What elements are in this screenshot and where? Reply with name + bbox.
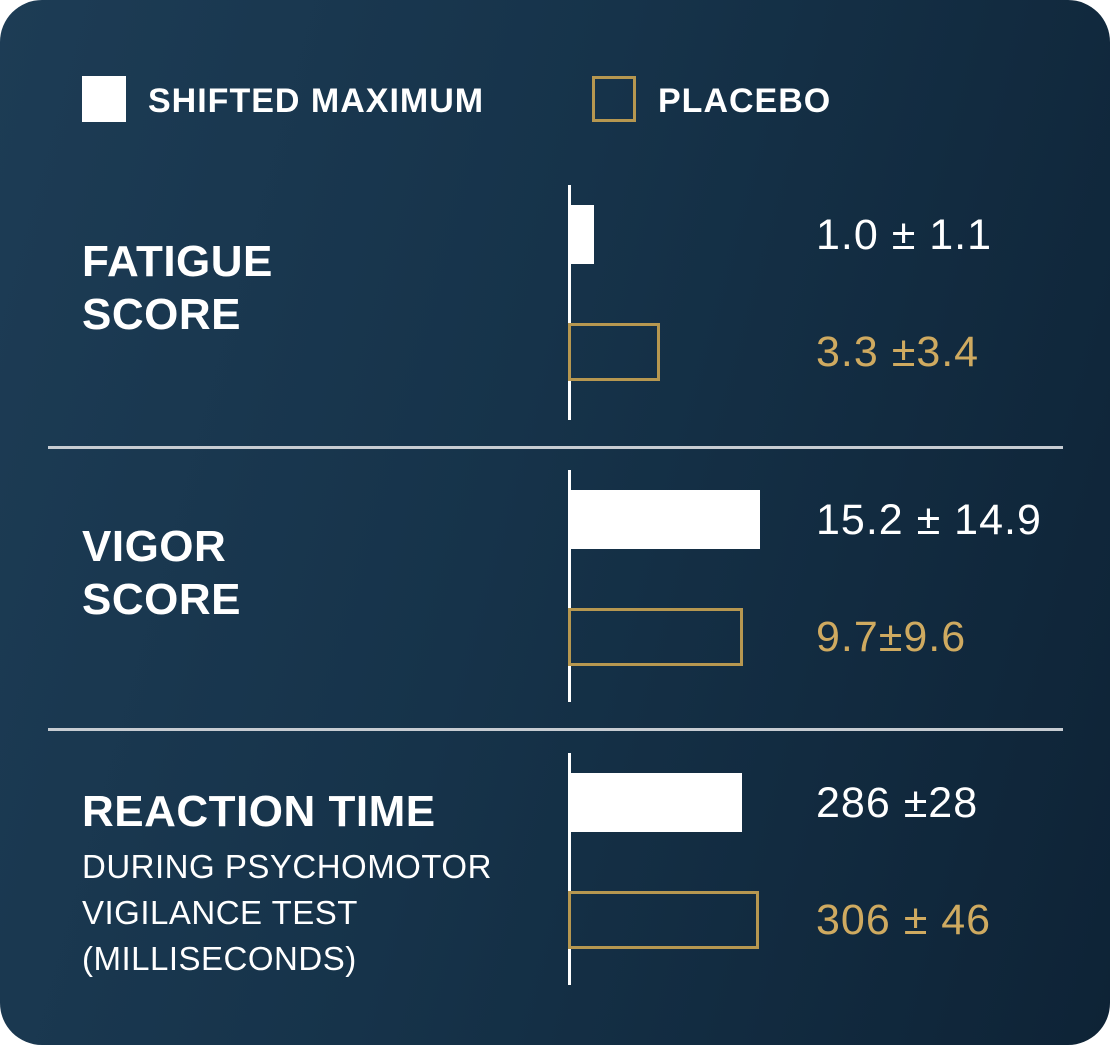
axis-line bbox=[568, 185, 571, 420]
value-shifted-maximum: 286 ±28 bbox=[816, 779, 979, 827]
bar-placebo bbox=[568, 323, 660, 381]
axis-line bbox=[568, 470, 571, 702]
metric-title-line1: VIGOR bbox=[82, 522, 227, 571]
bar-shifted-maximum bbox=[571, 490, 760, 549]
value-shifted-maximum: 15.2 ± 14.9 bbox=[816, 496, 1042, 544]
metric-title-vigor-score: VIGOR SCORE bbox=[82, 520, 542, 626]
bar-shifted-maximum bbox=[571, 773, 742, 832]
value-placebo: 306 ± 46 bbox=[816, 896, 992, 944]
metric-row-fatigue-score: FATIGUE SCORE 1.0 ± 1.1 3.3 ±3.4 bbox=[0, 185, 1110, 420]
metric-title-line1: FATIGUE bbox=[82, 237, 273, 286]
section-divider bbox=[48, 446, 1063, 449]
metric-row-reaction-time: REACTION TIME DURING PSYCHOMOTOR VIGILAN… bbox=[0, 753, 1110, 985]
metric-row-vigor-score: VIGOR SCORE 15.2 ± 14.9 9.7±9.6 bbox=[0, 470, 1110, 702]
metric-title-reaction-time: REACTION TIME DURING PSYCHOMOTOR VIGILAN… bbox=[82, 785, 542, 982]
axis-line bbox=[568, 753, 571, 985]
metric-title-line2: SCORE bbox=[82, 290, 241, 339]
section-divider bbox=[48, 728, 1063, 731]
metric-title-fatigue-score: FATIGUE SCORE bbox=[82, 235, 542, 341]
metric-title-line2: SCORE bbox=[82, 575, 241, 624]
bar-placebo bbox=[568, 608, 743, 666]
bar-shifted-maximum bbox=[571, 205, 594, 264]
legend-label-placebo: PLACEBO bbox=[658, 82, 832, 120]
legend-swatch-placebo bbox=[592, 76, 636, 122]
metric-title-line1: REACTION TIME bbox=[82, 787, 436, 836]
legend-label-shifted-maximum: SHIFTED MAXIMUM bbox=[148, 82, 485, 120]
value-placebo: 9.7±9.6 bbox=[816, 613, 967, 661]
metric-subtitle: DURING PSYCHOMOTOR VIGILANCE TEST (MILLI… bbox=[82, 848, 492, 977]
bar-placebo bbox=[568, 891, 759, 949]
legend-swatch-shifted-maximum bbox=[82, 76, 126, 122]
value-placebo: 3.3 ±3.4 bbox=[816, 328, 980, 376]
value-shifted-maximum: 1.0 ± 1.1 bbox=[816, 211, 993, 259]
